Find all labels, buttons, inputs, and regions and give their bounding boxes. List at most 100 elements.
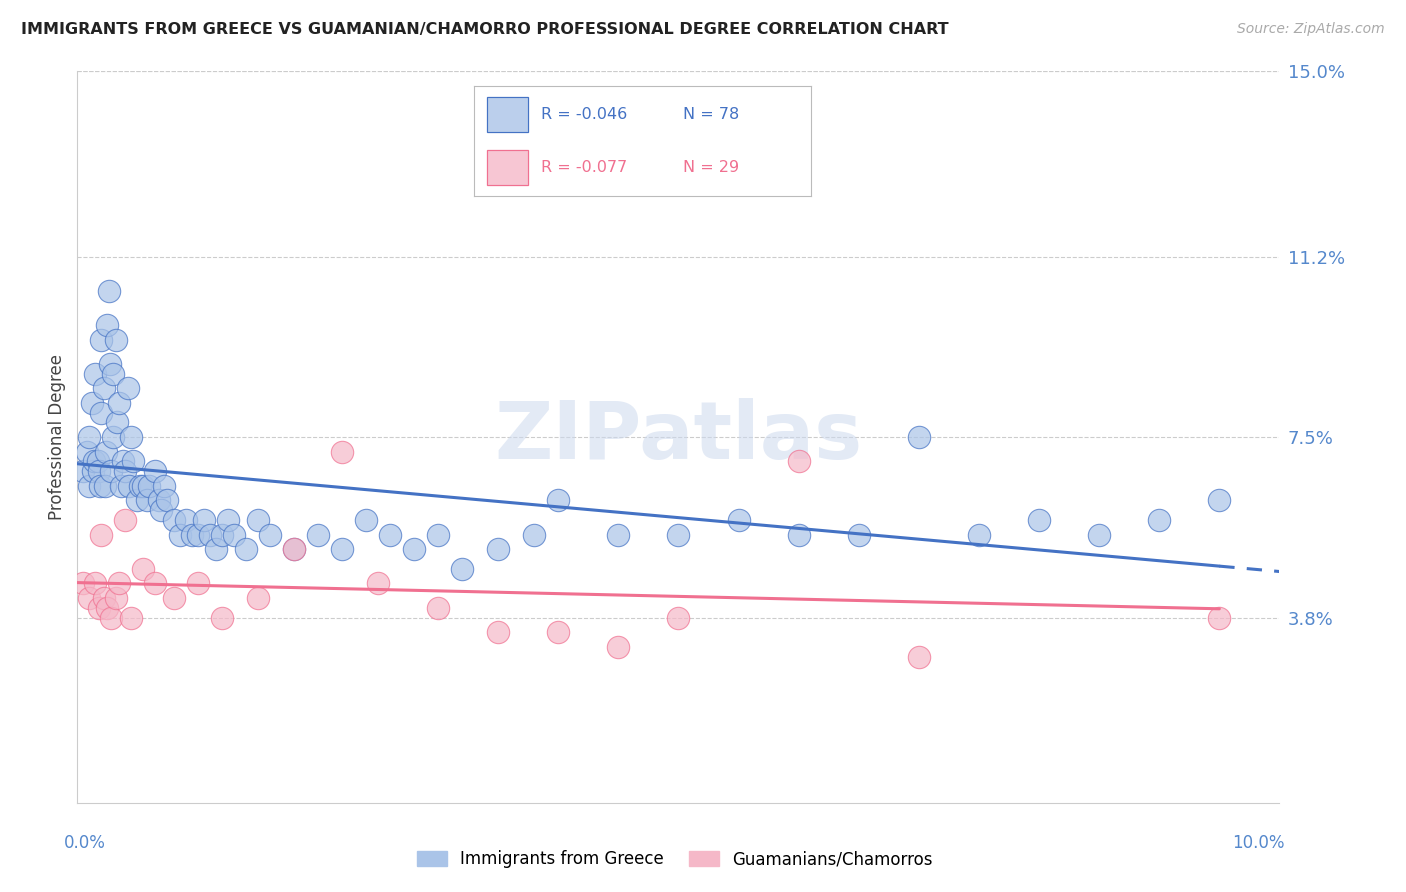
Point: [84, 576, 107, 591]
Point: [727, 513, 749, 527]
Point: [354, 513, 377, 527]
Point: [169, 527, 191, 541]
Point: [1208, 610, 1230, 624]
Point: [668, 610, 690, 624]
Point: [908, 430, 931, 444]
Text: 0.0%: 0.0%: [63, 834, 105, 852]
Point: [87, 464, 110, 478]
Point: [100, 610, 122, 624]
Point: [246, 513, 269, 527]
Point: [114, 513, 136, 527]
Point: [103, 430, 125, 444]
Point: [132, 479, 155, 493]
Point: [908, 649, 931, 664]
Point: [76, 444, 98, 458]
Point: [235, 542, 257, 557]
Point: [87, 454, 110, 468]
Point: [94, 479, 117, 493]
Point: [307, 527, 329, 541]
Point: [187, 576, 209, 591]
Point: [150, 503, 173, 517]
Point: [547, 625, 569, 640]
Point: [607, 527, 630, 541]
Point: [787, 527, 810, 541]
Point: [89, 479, 111, 493]
Point: [222, 527, 245, 541]
Point: [523, 527, 546, 541]
Point: [967, 527, 990, 541]
Point: [111, 454, 134, 468]
Point: [1028, 513, 1050, 527]
Point: [120, 430, 142, 444]
Text: IMMIGRANTS FROM GREECE VS GUAMANIAN/CHAMORRO PROFESSIONAL DEGREE CORRELATION CHA: IMMIGRANTS FROM GREECE VS GUAMANIAN/CHAM…: [21, 22, 949, 37]
Point: [427, 527, 450, 541]
Point: [83, 454, 105, 468]
Point: [162, 513, 184, 527]
Point: [1149, 513, 1171, 527]
Point: [378, 527, 401, 541]
Point: [486, 625, 509, 640]
Point: [120, 610, 142, 624]
Point: [104, 591, 127, 605]
Point: [283, 542, 305, 557]
Point: [156, 493, 179, 508]
Point: [118, 479, 141, 493]
Point: [114, 464, 136, 478]
Point: [607, 640, 630, 654]
Point: [148, 493, 170, 508]
Y-axis label: Professional Degree: Professional Degree: [48, 354, 66, 520]
Point: [1088, 527, 1111, 541]
Point: [103, 367, 125, 381]
Point: [90, 406, 112, 420]
Point: [108, 576, 131, 591]
Point: [330, 444, 353, 458]
Point: [330, 542, 353, 557]
Point: [72, 576, 94, 591]
Point: [174, 513, 197, 527]
Point: [72, 464, 94, 478]
Point: [96, 318, 118, 332]
Point: [79, 479, 101, 493]
Point: [547, 493, 569, 508]
Point: [98, 357, 121, 371]
Point: [402, 542, 425, 557]
Point: [97, 284, 120, 298]
Point: [105, 416, 128, 430]
Point: [180, 527, 202, 541]
Point: [104, 333, 127, 347]
Point: [127, 493, 149, 508]
Point: [668, 527, 690, 541]
Point: [136, 493, 159, 508]
Point: [204, 542, 226, 557]
Point: [211, 527, 233, 541]
Text: ZIPatlas: ZIPatlas: [495, 398, 862, 476]
Point: [93, 381, 115, 395]
Point: [486, 542, 509, 557]
Point: [90, 333, 112, 347]
Point: [427, 600, 450, 615]
Point: [211, 610, 233, 624]
Point: [82, 464, 104, 478]
Point: [162, 591, 184, 605]
Point: [96, 600, 118, 615]
Point: [128, 479, 150, 493]
Point: [79, 430, 101, 444]
Point: [153, 479, 176, 493]
Point: [367, 576, 389, 591]
Point: [100, 464, 122, 478]
Point: [90, 527, 112, 541]
Point: [259, 527, 281, 541]
Point: [138, 479, 160, 493]
Point: [80, 396, 103, 410]
Point: [132, 562, 155, 576]
Point: [451, 562, 474, 576]
Point: [84, 367, 107, 381]
Point: [246, 591, 269, 605]
Text: 10.0%: 10.0%: [1232, 834, 1285, 852]
Point: [96, 444, 118, 458]
Point: [787, 454, 810, 468]
Point: [145, 576, 167, 591]
Point: [145, 464, 167, 478]
Point: [283, 542, 305, 557]
Point: [217, 513, 239, 527]
